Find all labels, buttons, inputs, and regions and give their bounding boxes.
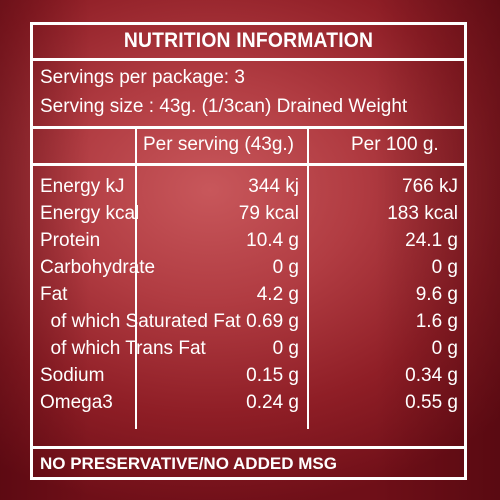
nutrient-row: Omega3 0.24 g 0.55 g bbox=[33, 391, 464, 418]
nutrient-per-serving-value: 0.69 g bbox=[246, 311, 299, 332]
footer-note: NO PRESERVATIVE/NO ADDED MSG bbox=[40, 454, 337, 473]
nutrient-per-100g-value: 1.6 g bbox=[415, 311, 458, 332]
nutrient-row: Protein 10.4 g 24.1 g bbox=[33, 229, 464, 256]
nutrient-row: Energy kJ 344 kj 766 kJ bbox=[33, 175, 464, 202]
nutrient-per-100g-value: 183 kcal bbox=[387, 203, 458, 224]
nutrient-name: of which Trans Fat bbox=[40, 338, 206, 359]
nutrient-per-100g-value: 0.34 g bbox=[405, 365, 458, 386]
nutrient-row: Sodium 0.15 g 0.34 g bbox=[33, 364, 464, 391]
nutrient-row: of which Saturated Fat 0.69 g 1.6 g bbox=[33, 310, 464, 337]
nutrient-name: Fat bbox=[40, 284, 68, 305]
nutrient-row: Carbohydrate 0 g 0 g bbox=[33, 256, 464, 283]
nutrient-name: Carbohydrate bbox=[40, 257, 156, 278]
divider-under-column-headers bbox=[33, 163, 464, 166]
nutrient-per-serving-value: 10.4 g bbox=[246, 230, 299, 251]
servings-per-package: Servings per package: 3 bbox=[40, 67, 245, 88]
divider-above-footer bbox=[33, 446, 464, 449]
nutrient-per-serving-value: 344 kj bbox=[248, 176, 299, 197]
nutrient-per-100g-value: 0.55 g bbox=[405, 392, 458, 413]
column-header-per-serving: Per serving (43g.) bbox=[143, 134, 295, 155]
nutrient-row: Energy kcal 79 kcal 183 kcal bbox=[33, 202, 464, 229]
nutrient-per-100g-value: 24.1 g bbox=[405, 230, 458, 251]
nutrient-per-100g-value: 9.6 g bbox=[415, 284, 458, 305]
nutrient-per-100g-value: 0 g bbox=[431, 257, 458, 278]
nutrient-name: Sodium bbox=[40, 365, 105, 386]
divider-under-serving-info bbox=[33, 126, 464, 129]
column-divider-left bbox=[135, 129, 137, 429]
nutrient-name: Energy kcal bbox=[40, 203, 140, 224]
nutrient-name: Energy kJ bbox=[40, 176, 125, 197]
panel-title: NUTRITION INFORMATION bbox=[123, 29, 374, 52]
nutrient-name: Protein bbox=[40, 230, 101, 251]
nutrient-per-serving-value: 0.24 g bbox=[246, 392, 299, 413]
nutrient-per-serving-value: 0 g bbox=[272, 257, 299, 278]
nutrient-per-serving-value: 4.2 g bbox=[256, 284, 299, 305]
nutrient-per-serving-value: 0 g bbox=[272, 338, 299, 359]
nutrient-row: Fat 4.2 g 9.6 g bbox=[33, 283, 464, 310]
nutrient-per-serving-value: 0.15 g bbox=[246, 365, 299, 386]
divider-under-title bbox=[33, 58, 464, 61]
serving-size: Serving size : 43g. (1/3can) Drained Wei… bbox=[40, 96, 408, 117]
nutrient-row: of which Trans Fat 0 g 0 g bbox=[33, 337, 464, 364]
column-header-per-100g: Per 100 g. bbox=[351, 134, 439, 155]
nutrient-per-100g-value: 0 g bbox=[431, 338, 458, 359]
nutrient-name: of which Saturated Fat bbox=[40, 311, 241, 332]
column-divider-right bbox=[307, 129, 309, 429]
nutrient-per-100g-value: 766 kJ bbox=[402, 176, 458, 197]
nutrient-table: Energy kJ 344 kj 766 kJ Energy kcal 79 kcal 1… bbox=[33, 175, 464, 418]
nutrition-panel: NUTRITION INFORMATION Servings per packa… bbox=[30, 22, 467, 480]
nutrient-name: Omega3 bbox=[40, 392, 113, 413]
nutrient-per-serving-value: 79 kcal bbox=[238, 203, 299, 224]
